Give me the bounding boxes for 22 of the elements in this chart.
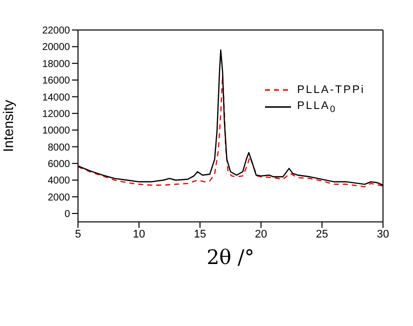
x-tick-label: 30 xyxy=(376,228,390,241)
y-tick-label: 0 xyxy=(64,209,70,220)
y-tick-label: 14000 xyxy=(42,92,70,104)
y-tick-label: 2000 xyxy=(48,192,70,204)
legend-label: PLLA$_{0}$ xyxy=(297,100,337,114)
x-tick-label: 20 xyxy=(254,228,268,241)
y-tick-label: 22000 xyxy=(42,26,70,37)
y-tick-label: 20000 xyxy=(42,42,70,54)
x-tick-label: 10 xyxy=(132,228,146,241)
x-tick-label: 15 xyxy=(194,228,206,241)
y-tick-label: 18000 xyxy=(42,58,70,70)
y-tick-label: 8000 xyxy=(48,142,70,154)
y-tick-label: 6000 xyxy=(48,158,70,170)
y-tick-label: 4000 xyxy=(48,176,70,187)
legend-label: PLLA-TPPi xyxy=(297,84,365,96)
y-tick-label: 16000 xyxy=(42,76,70,87)
x-axis-title: 2θ /° xyxy=(206,244,254,269)
y-tick-label: 12000 xyxy=(42,108,70,120)
x-tick-label: 5 xyxy=(74,228,82,241)
y-tick-label: 10000 xyxy=(42,126,70,137)
x-tick-label: 25 xyxy=(316,228,328,241)
y-axis-title: Intensity xyxy=(0,100,16,152)
